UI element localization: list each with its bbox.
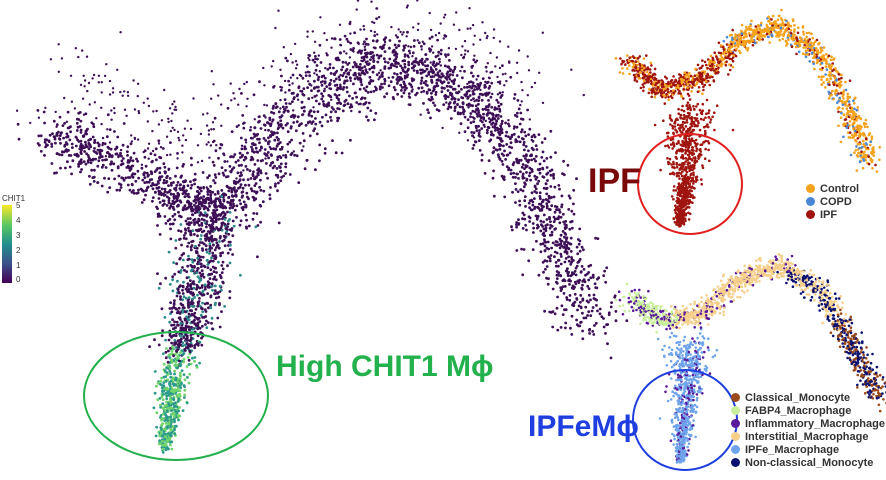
condition-legend: Control COPD IPF <box>806 182 859 221</box>
legend-item: COPD <box>806 195 859 208</box>
legend-swatch <box>731 419 740 428</box>
legend-label: Classical_Monocyte <box>745 391 851 404</box>
legend-label: FABP4_Macrophage <box>745 404 852 417</box>
legend-label: COPD <box>820 195 852 208</box>
colorbar-gradient <box>2 205 12 283</box>
legend-item: Interstitial_Macrophage <box>731 430 885 443</box>
colorbar-tick: 5 <box>16 201 21 210</box>
celltype-umap-points <box>614 252 886 464</box>
colorbar-tick: 4 <box>16 216 21 225</box>
colorbar-title: CHIT1 <box>2 194 26 203</box>
colorbar-tick: 1 <box>16 261 21 270</box>
legend-label: Interstitial_Macrophage <box>745 430 869 443</box>
legend-swatch <box>806 210 815 219</box>
legend-swatch <box>731 458 740 467</box>
ipf-umap-points <box>614 8 881 228</box>
legend-label: Non-classical_Monocyte <box>745 456 874 469</box>
ipfe-label: IPFeMϕ <box>528 410 639 443</box>
legend-item: IPF <box>806 208 859 221</box>
legend-swatch <box>731 432 740 441</box>
legend-item: Control <box>806 182 859 195</box>
high-chit1-circle <box>83 331 269 461</box>
colorbar-ticks: 5 4 3 2 1 0 <box>12 201 26 284</box>
legend-swatch <box>731 445 740 454</box>
legend-item: Non-classical_Monocyte <box>731 456 885 469</box>
legend-label: IPF <box>820 208 838 221</box>
ipf-label: IPF <box>588 162 641 200</box>
high-chit1-label: High CHIT1 Mϕ <box>276 350 494 383</box>
legend-swatch <box>731 406 740 415</box>
legend-item: Classical_Monocyte <box>731 391 885 404</box>
legend-item: Inflammatory_Macrophage <box>731 417 885 430</box>
legend-item: IPFe_Macrophage <box>731 443 885 456</box>
legend-swatch <box>731 393 740 402</box>
colorbar-tick: 2 <box>16 246 21 255</box>
legend-item: FABP4_Macrophage <box>731 404 885 417</box>
legend-label: Control <box>820 182 860 195</box>
legend-label: Inflammatory_Macrophage <box>745 417 885 430</box>
colorbar-tick: 3 <box>16 231 21 240</box>
celltype-legend: Classical_Monocyte FABP4_Macrophage Infl… <box>731 391 885 469</box>
main-umap-points <box>15 0 629 454</box>
colorbar-tick: 0 <box>16 275 21 284</box>
legend-swatch <box>806 197 815 206</box>
legend-swatch <box>806 184 815 193</box>
legend-label: IPFe_Macrophage <box>745 443 840 456</box>
chit1-colorbar: CHIT1 5 4 3 2 1 0 <box>2 194 26 284</box>
ipf-circle <box>637 133 743 235</box>
